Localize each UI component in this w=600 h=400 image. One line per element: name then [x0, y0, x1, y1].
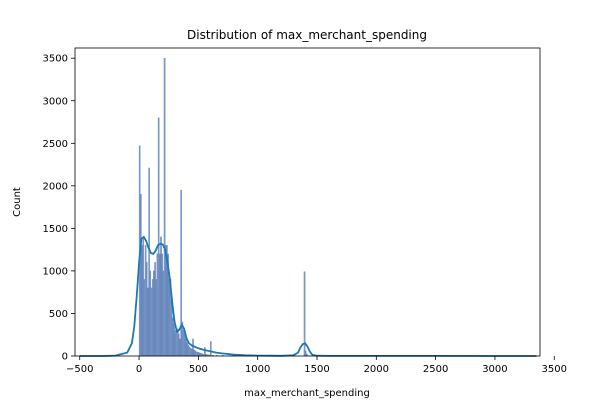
x-tick-label: 2500: [423, 364, 448, 375]
histogram-bar: [173, 323, 175, 357]
histogram-bar: [149, 270, 152, 357]
histogram-bar: [140, 194, 142, 357]
histogram-bar: [151, 279, 154, 357]
histogram-bar: [183, 334, 186, 357]
histogram-bar: [304, 350, 307, 357]
x-tick-label: −500: [66, 364, 93, 375]
histogram-bar: [197, 352, 199, 357]
kde-curve: [79, 235, 537, 357]
histogram-bar: [188, 346, 191, 357]
histogram-bar: [210, 341, 212, 357]
histogram-bar: [193, 349, 195, 357]
histogram-bar: [147, 287, 149, 357]
x-tick-label: 0: [136, 364, 142, 375]
x-tick-label: 500: [189, 364, 208, 375]
histogram-bar: [144, 245, 147, 357]
histogram-bar: [160, 236, 162, 357]
y-tick-label: 1000: [43, 266, 68, 277]
histogram-bar: [159, 253, 161, 357]
histogram-bar: [143, 279, 146, 357]
histogram-bar: [174, 330, 176, 357]
plot-frame: [74, 47, 541, 357]
y-tick-label: 3000: [43, 96, 68, 107]
histogram-bar: [141, 245, 143, 357]
y-axis-ticks: 0 500 1000 1500 2000 2500 3000 3500: [43, 54, 75, 363]
histogram-bar: [148, 167, 150, 357]
histogram-bar: [165, 245, 167, 357]
histogram-bar: [153, 270, 155, 357]
histogram-bar: [150, 287, 153, 357]
histogram-bar: [192, 338, 194, 357]
histogram-bar: [187, 344, 190, 357]
y-tick-label: 0: [62, 352, 68, 363]
chart-title: Distribution of max_merchant_spending: [187, 28, 427, 42]
x-tick-label: 3500: [542, 364, 567, 375]
histogram-bar: [172, 317, 174, 357]
y-tick-label: 500: [49, 309, 68, 320]
y-tick-label: 2500: [43, 139, 68, 150]
histogram-bar: [154, 262, 156, 357]
histogram-bar: [199, 352, 201, 357]
x-tick-label: 1500: [304, 364, 329, 375]
y-tick-label: 2000: [43, 181, 68, 192]
histogram-bar: [142, 236, 144, 357]
x-axis-label: max_merchant_spending: [244, 388, 370, 399]
histogram-bar: [156, 253, 159, 357]
histogram-bar: [175, 333, 178, 357]
histogram-bars: [138, 58, 497, 357]
histogram-bar: [178, 333, 180, 357]
y-axis-label: Count: [12, 187, 23, 217]
histogram-bar: [157, 117, 160, 357]
histogram-bar: [186, 342, 188, 357]
histogram-bar: [198, 352, 200, 357]
histogram-bar: [146, 262, 148, 357]
histogram-bar: [163, 58, 166, 357]
histogram-bar: [189, 348, 192, 357]
histogram-bar: [161, 253, 163, 357]
x-tick-label: 2000: [364, 364, 389, 375]
histogram-bar: [180, 189, 182, 357]
x-tick-label: 3000: [482, 364, 507, 375]
histogram-bar: [195, 351, 198, 357]
histogram-bar: [179, 338, 181, 357]
histogram-bar: [185, 338, 187, 357]
x-axis-ticks: −500 0 500 1000 1500 2000 2500 3000 3500: [66, 356, 567, 375]
histogram-bar: [194, 350, 197, 357]
histogram-bar: [204, 347, 206, 357]
histogram-bar: [182, 330, 185, 357]
y-tick-label: 3500: [43, 54, 68, 65]
y-tick-label: 1500: [43, 224, 68, 235]
histogram-bar: [155, 279, 157, 357]
axes: [74, 47, 541, 357]
histogram-bar: [162, 270, 165, 357]
x-tick-label: 1000: [245, 364, 270, 375]
histogram-bar: [168, 279, 171, 357]
histogram-bar: [191, 349, 193, 357]
